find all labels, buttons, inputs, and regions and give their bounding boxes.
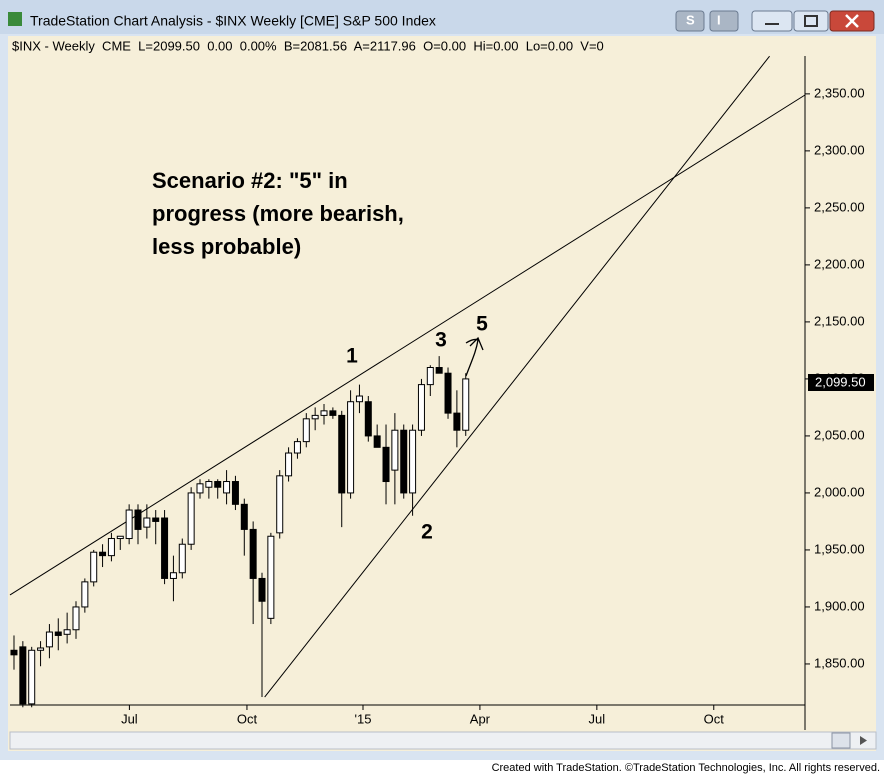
chart-pane: [8, 36, 876, 751]
candle-body: [329, 410, 337, 416]
hand-arrow: [465, 336, 484, 377]
candle-body: [223, 481, 231, 494]
footer: Created with TradeStation. ©TradeStation…: [492, 762, 880, 774]
candle-body: [249, 528, 257, 579]
candle-body: [37, 647, 45, 651]
candle-body: [462, 378, 470, 431]
candle-body: [391, 429, 399, 471]
y-tick-label: 2,000.00: [814, 484, 865, 499]
info-line: $INX - Weekly CME L=2099.50 0.00 0.00% B…: [12, 38, 604, 53]
candle-body: [382, 446, 390, 483]
candle-body: [28, 649, 36, 705]
wave-label: 1: [346, 345, 358, 368]
candle-body: [417, 384, 425, 431]
candle-body: [152, 517, 160, 522]
annotation: Scenario #2: "5" in: [152, 168, 348, 193]
x-tick-label: Oct: [704, 711, 725, 726]
wave-label: 3: [435, 329, 447, 352]
y-tick-label: 1,900.00: [814, 598, 865, 613]
close-icon: [845, 14, 859, 28]
candle-body: [134, 509, 142, 530]
candle-body: [320, 410, 328, 416]
candle-body: [347, 401, 355, 494]
candle-body: [187, 492, 195, 545]
x-tick-label: Oct: [237, 711, 258, 726]
scroll-arrow[interactable]: [860, 736, 867, 745]
candle-body: [169, 572, 177, 579]
candle-body: [178, 543, 186, 574]
candle-body: [54, 631, 62, 636]
candle-body: [267, 535, 275, 619]
candle-body: [444, 372, 452, 414]
x-tick-label: '15: [355, 711, 372, 726]
candle-body: [63, 629, 71, 635]
candle-body: [205, 481, 213, 488]
candle-body: [409, 429, 417, 494]
candle-body: [435, 367, 443, 374]
app-icon: [8, 12, 22, 26]
i-button-label[interactable]: I: [717, 12, 721, 27]
candle-body: [99, 551, 107, 557]
x-tick-label: Jul: [121, 711, 138, 726]
candle-body: [45, 631, 53, 648]
candle-body: [364, 401, 372, 437]
s-button[interactable]: [675, 10, 705, 32]
s-button-label[interactable]: S: [686, 12, 695, 27]
candle-body: [400, 429, 408, 494]
scrollbar[interactable]: [9, 731, 877, 750]
last-price-box: [808, 374, 874, 391]
minimize-button[interactable]: [751, 10, 793, 32]
maximize-icon: [804, 15, 818, 27]
scroll-thumb[interactable]: [831, 732, 851, 749]
y-tick-label: 2,150.00: [814, 313, 865, 328]
candle-body: [276, 475, 284, 534]
y-tick-label: 2,300.00: [814, 142, 865, 157]
window-title: TradeStation Chart Analysis - $INX Weekl…: [30, 13, 436, 29]
candle-body: [240, 503, 248, 530]
annotation: progress (more bearish,: [152, 201, 404, 226]
candle-body: [10, 649, 18, 656]
trendline: [9, 94, 806, 596]
trendline: [264, 55, 770, 698]
x-tick-label: Jul: [589, 711, 606, 726]
candle-body: [196, 483, 204, 494]
candle-body: [107, 538, 115, 557]
candle-body: [453, 412, 461, 431]
annotation: less probable): [152, 234, 301, 259]
candle-body: [338, 414, 346, 494]
y-tick-label: 1,950.00: [814, 541, 865, 556]
candle-body: [214, 481, 222, 488]
candle-body: [19, 646, 27, 705]
candle-body: [355, 395, 363, 403]
y-tick-label: 2,200.00: [814, 256, 865, 271]
y-tick-label: 2,050.00: [814, 427, 865, 442]
candle-body: [426, 367, 434, 386]
candle-body: [72, 606, 80, 631]
y-tick-label: 1,850.00: [814, 655, 865, 670]
candle-body: [143, 517, 151, 528]
candle-body: [373, 435, 381, 448]
y-tick-label: 2,350.00: [814, 85, 865, 100]
candle-body: [161, 517, 169, 579]
candle-body: [302, 418, 310, 443]
y-tick-label: 2,250.00: [814, 199, 865, 214]
candle-body: [231, 481, 239, 505]
i-button[interactable]: [709, 10, 739, 32]
candle-body: [116, 535, 124, 540]
candle-body: [90, 551, 98, 583]
wave-label: 5: [476, 313, 488, 336]
candle-body: [258, 577, 266, 602]
candle-body: [311, 414, 319, 420]
candle-body: [125, 509, 133, 540]
candle-body: [81, 581, 89, 608]
wave-label: 2: [421, 521, 433, 544]
candle-body: [285, 452, 293, 477]
candle-body: [293, 441, 301, 454]
maximize-button[interactable]: [793, 10, 829, 32]
last-price-label: 2,099.50: [815, 374, 866, 389]
x-tick-label: Apr: [470, 711, 491, 726]
